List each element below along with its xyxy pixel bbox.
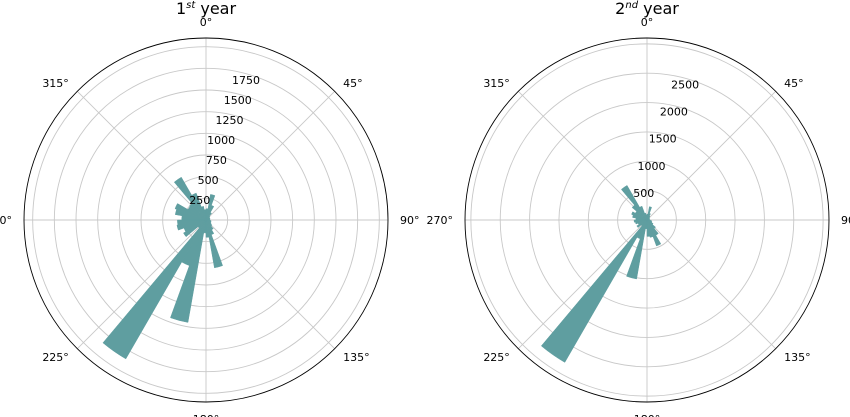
rose-bar (633, 219, 648, 223)
rose-bar (645, 214, 648, 221)
rose-bar (636, 219, 648, 228)
chart-title: 1st year (176, 0, 237, 18)
angle-tick-label: 225° (483, 351, 510, 364)
angle-tick-label: 45° (784, 77, 804, 90)
rose-bar (176, 219, 207, 231)
angle-tick-label: 315° (483, 77, 510, 90)
angular-gridline (646, 90, 777, 221)
angle-tick-label: 225° (42, 351, 69, 364)
rose-bar (191, 192, 207, 221)
radial-tick-label: 250 (189, 194, 210, 207)
angle-tick-label: 180° (634, 413, 661, 417)
rose-bar (173, 176, 207, 221)
rose-bar (646, 219, 651, 237)
radial-tick-label: 750 (206, 154, 227, 167)
rose-bar (170, 219, 207, 323)
chart-title: 2nd year (615, 0, 679, 18)
rose-bar (102, 219, 207, 360)
angular-gridline (205, 90, 336, 221)
rose-bar (639, 205, 648, 221)
angle-tick-label: 90° (400, 214, 420, 227)
angular-gridline (76, 219, 207, 350)
rose-bar (183, 219, 207, 238)
polar-chart-year-1: 1st year 0° 45° 90° 135° 180° 225° 270° 315° 250… (0, 0, 420, 417)
polar-chart-year-2: 2nd year 0° 45° 90° 135° 180° 225° 270° 315° 500… (427, 0, 850, 417)
rose-bar (644, 212, 648, 221)
rose-bar (174, 203, 207, 221)
angle-tick-label: 0° (200, 16, 213, 29)
rose-bar (200, 206, 207, 221)
angular-gridline (517, 90, 648, 221)
radial-tick-label: 1500 (649, 133, 677, 146)
radial-tick-label: 1000 (207, 134, 235, 147)
angle-tick-label: 180° (193, 413, 220, 417)
polar-frame (23, 37, 389, 403)
radial-tick-label: 2000 (660, 106, 688, 119)
angle-tick-label: 0° (641, 16, 654, 29)
angle-tick-label: 315° (42, 77, 69, 90)
rose-bar (203, 209, 207, 221)
radial-tick-label: 1500 (224, 94, 252, 107)
rose-bar (540, 219, 648, 363)
rose-bar (620, 185, 648, 221)
radial-tick-label: 500 (198, 174, 219, 187)
angle-tick-label: 45° (343, 77, 363, 90)
angular-gridline (517, 219, 648, 350)
radial-tick-label: 500 (633, 187, 654, 200)
radial-tick-label: 2500 (671, 78, 699, 91)
rose-bar (205, 219, 223, 269)
radial-tick-label: 1000 (637, 160, 665, 173)
angle-tick-label: 270° (0, 214, 12, 227)
angular-gridline (205, 219, 336, 350)
radial-tick-label: 1250 (215, 114, 243, 127)
rose-bar (177, 219, 207, 226)
angular-gridline (646, 219, 777, 350)
radial-tick-label: 1750 (232, 74, 260, 87)
rose-bar (646, 219, 654, 238)
angle-tick-label: 135° (784, 351, 811, 364)
rose-bar (646, 219, 662, 247)
angular-gridline (76, 90, 207, 221)
angle-tick-label: 90° (841, 214, 850, 227)
polar-frame (464, 37, 830, 403)
rose-bar (205, 219, 210, 238)
angle-tick-label: 135° (343, 351, 370, 364)
angle-tick-label: 270° (427, 214, 454, 227)
